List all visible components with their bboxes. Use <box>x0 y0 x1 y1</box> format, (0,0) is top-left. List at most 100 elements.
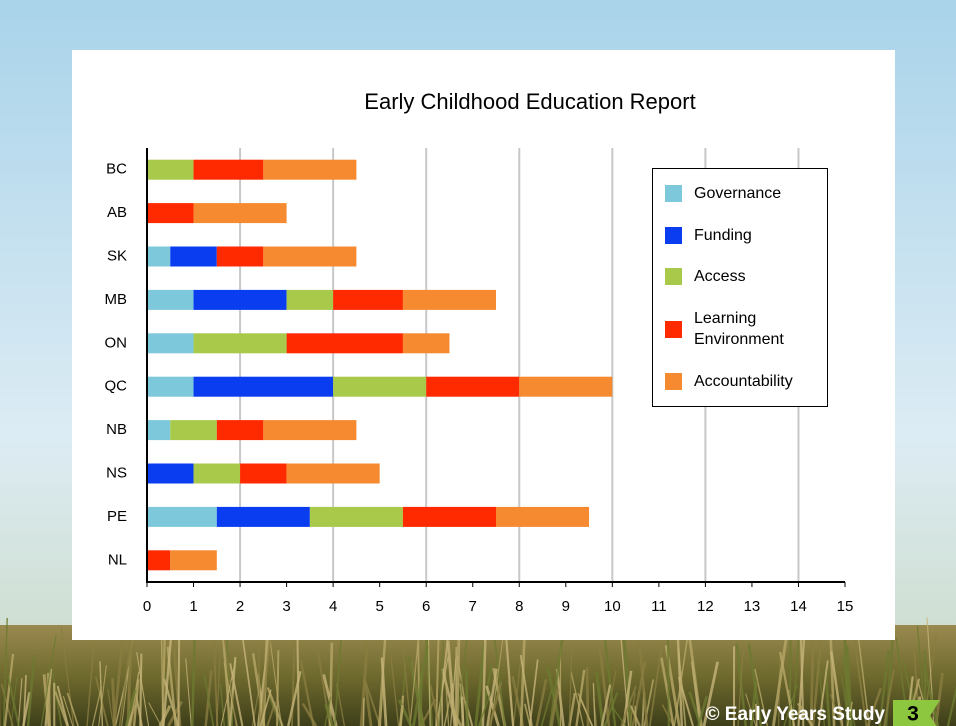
grass-blade <box>697 695 708 726</box>
x-tick-label: 4 <box>329 598 337 615</box>
grass-blade <box>129 671 140 726</box>
grass-blade <box>409 642 419 726</box>
grass-blade <box>301 702 318 726</box>
legend-swatch <box>665 320 682 338</box>
grass-blade <box>435 656 449 726</box>
grass-blade <box>460 696 465 726</box>
grass-blade <box>866 687 883 726</box>
grass-blade <box>359 622 371 726</box>
grass-blade <box>148 702 162 726</box>
grass-blade <box>139 653 143 726</box>
grass-blade <box>177 628 181 726</box>
grass-blade <box>435 627 440 726</box>
grass-blade <box>524 703 531 726</box>
grass-blade <box>86 639 96 726</box>
grass-blade <box>455 632 461 726</box>
grass-blade <box>754 668 769 726</box>
legend-swatch <box>665 226 682 244</box>
grass-blade <box>771 639 788 726</box>
legend-label: Funding <box>694 226 752 244</box>
grass-blade <box>737 639 745 726</box>
grass-blade <box>220 660 237 726</box>
grass-blade <box>477 693 492 726</box>
grass-blade <box>747 643 763 726</box>
bar-segment <box>193 463 241 484</box>
grass-blade <box>26 655 36 726</box>
legend-item: Accountability <box>653 371 827 392</box>
grass-blade <box>259 689 272 726</box>
grass-blade <box>464 669 469 726</box>
bar-segment <box>216 506 310 527</box>
legend-label: Access <box>694 268 746 286</box>
bar-segment <box>402 506 496 527</box>
x-tick-label: 11 <box>651 598 667 615</box>
grass-blade <box>568 642 573 726</box>
bar-segment <box>147 203 194 224</box>
grass-blade <box>809 638 815 726</box>
grass-blade <box>54 691 69 726</box>
grass-blade <box>91 686 103 726</box>
grass-blade <box>162 636 173 726</box>
x-tick-label: 10 <box>604 598 621 615</box>
bar-segment <box>263 159 357 180</box>
grass-blade <box>621 627 633 726</box>
grass-blade <box>677 676 694 726</box>
bar-segment <box>193 203 287 224</box>
x-tick-label: 15 <box>837 598 854 615</box>
grass-blade <box>702 661 719 726</box>
bar-segment <box>309 506 403 527</box>
grass-blade <box>519 654 533 726</box>
bar-segment <box>170 550 217 571</box>
x-tick-label: 12 <box>697 598 714 615</box>
grass-blade <box>796 702 814 726</box>
grass-blade <box>745 693 757 726</box>
grass-blade <box>56 685 70 726</box>
page-badge <box>893 700 940 726</box>
grass-blade <box>817 660 829 726</box>
legend-item: Learning Environment <box>653 308 827 350</box>
grass-blade <box>570 671 584 726</box>
grass-blade <box>649 640 664 726</box>
grass-blade <box>66 692 79 726</box>
x-tick-label: 5 <box>375 598 383 615</box>
grass-blade <box>362 697 365 726</box>
grass-blade <box>7 675 20 726</box>
grass-blade <box>427 628 431 726</box>
grass-blade <box>364 680 382 726</box>
grass-blade <box>857 638 870 726</box>
grass-blade <box>598 646 611 726</box>
bar-segment <box>333 376 427 397</box>
x-tick-label: 0 <box>143 598 151 615</box>
y-tick-label: ON <box>105 334 128 351</box>
grass-blade <box>829 694 843 726</box>
grass-blade <box>878 650 890 726</box>
grass-blade <box>398 704 404 726</box>
legend-item: Governance <box>653 183 827 204</box>
legend-label: Accountability <box>694 372 793 390</box>
grass-blade <box>755 703 758 726</box>
grass-blade <box>535 679 548 726</box>
grass-blade <box>634 705 637 726</box>
x-tick-label: 14 <box>790 598 807 615</box>
bar-segment <box>519 376 613 397</box>
grass-blade <box>136 652 150 726</box>
grass-blade <box>829 631 836 726</box>
grass-blade <box>946 686 956 726</box>
plot-area: 0 1 2 3 4 5 6 7 8 9 10 11 12 13 14 15BCABSKMBONQCNBNSPE… <box>105 148 854 615</box>
bar-segment <box>496 506 590 527</box>
bar-segment <box>147 246 171 267</box>
grass-blade <box>17 678 23 726</box>
grass-blade <box>407 656 425 726</box>
grass-blade <box>540 689 553 726</box>
bar-segment <box>193 159 264 180</box>
bar-segment <box>263 420 357 441</box>
grass-blade <box>488 682 503 726</box>
grass-blade <box>600 684 612 726</box>
bar-segment <box>147 376 194 397</box>
x-tick-label: 2 <box>236 598 244 615</box>
bar-segment <box>147 506 217 527</box>
grass-blade <box>577 692 593 726</box>
y-tick-label: NB <box>106 421 127 438</box>
grass-blade <box>328 642 334 726</box>
y-tick-label: QC <box>105 378 128 395</box>
